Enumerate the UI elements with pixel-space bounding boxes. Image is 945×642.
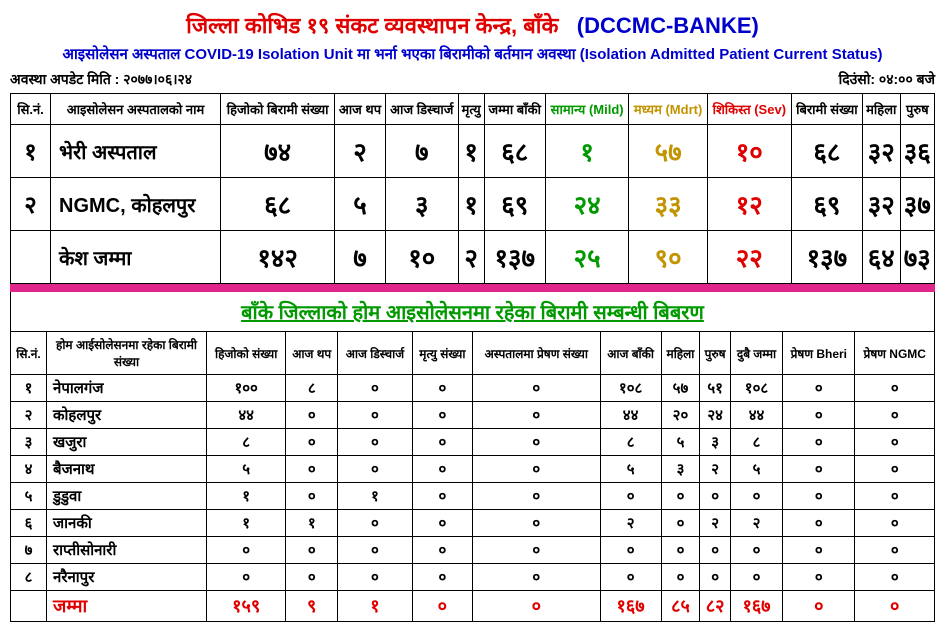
t1-header: शिकिस्त (Sev): [707, 94, 791, 125]
t1-header: सामान्य (Mild): [545, 94, 628, 125]
t2-header: सि.नं.: [11, 332, 47, 375]
t1-header: महिला: [862, 94, 900, 125]
t2-header: आज डिस्चार्ज: [338, 332, 413, 375]
t2-header: दुबै जम्मा: [730, 332, 782, 375]
page-title: जिल्ला कोभिड १९ संकट व्यवस्थापन केन्द्र,…: [10, 10, 935, 40]
t1-header: सि.नं.: [11, 94, 51, 125]
t1-row: २NGMC, कोहलपुर६८५३१६९२४३३१२६९३२३७: [11, 178, 935, 231]
t1-row: १भेरी अस्पताल७४२७१६८१५७१०६८३२३६: [11, 125, 935, 178]
t2-header: हिजोको संख्या: [207, 332, 286, 375]
t1-header: पुरुष: [900, 94, 934, 125]
t1-header: आज डिस्चार्ज: [385, 94, 458, 125]
t2-row: २कोहलपुर४४००००४४२०२४४४००: [11, 402, 935, 429]
t1-total-row: केश जम्मा१४२७१०२१३७२५९०२२१३७६४७३: [11, 231, 935, 284]
t2-row: ५डुडुवा१०१००००००००: [11, 483, 935, 510]
isolation-table: सि.नं.आइसोलेसन अस्पतालको नामहिजोको बिराम…: [10, 93, 935, 284]
t2-total-row: जम्मा१५९९१००१६७८५८२१६७००: [11, 591, 935, 622]
t2-header: आज बाँकी: [600, 332, 661, 375]
t2-row: ७राप्तीसोनारी०००००००००००: [11, 537, 935, 564]
t2-row: ३खजुरा८००००८५३८००: [11, 429, 935, 456]
t1-header: मृत्यु: [458, 94, 484, 125]
t2-header: होम आईसोलेसनमा रहेका बिरामी संख्या: [47, 332, 207, 375]
t2-header: प्रेषण Bheri: [783, 332, 855, 375]
t1-header: आइसोलेसन अस्पतालको नाम: [51, 94, 221, 125]
section-divider: [10, 284, 935, 292]
t1-header: मध्यम (Mdrt): [629, 94, 708, 125]
t2-row: ४बैजनाथ५००००५३२५००: [11, 456, 935, 483]
page-subtitle: आइसोलेसन अस्पताल COVID-19 Isolation Unit…: [10, 44, 935, 64]
t2-header: पुरुष: [700, 332, 731, 375]
t1-header: आज थप: [335, 94, 386, 125]
t2-row: ६जानकी११०००२०२२००: [11, 510, 935, 537]
update-time: दिउंसो: ०४:०० बजे: [839, 70, 935, 89]
t2-row: १नेपालगंज१००८०००१०८५७५११०८००: [11, 375, 935, 402]
update-date: अवस्था अपडेट मिति : २०७७।०६।२४: [10, 70, 192, 89]
t2-header: प्रेषण NGMC: [855, 332, 935, 375]
t2-header: मृत्यु संख्या: [412, 332, 472, 375]
t2-header: अस्पतालमा प्रेषण संख्या: [472, 332, 600, 375]
home-isolation-table: सि.नं.होम आईसोलेसनमा रहेका बिरामी संख्या…: [10, 331, 935, 622]
home-iso-title: बाँके जिल्लाको होम आइसोलेसनमा रहेका बिरा…: [10, 292, 935, 331]
t1-header: बिरामी संख्या: [791, 94, 862, 125]
t1-header: हिजोको बिरामी संख्या: [221, 94, 335, 125]
t2-row: ८नरैनापुर०००००००००००: [11, 564, 935, 591]
t2-header: महिला: [661, 332, 700, 375]
t2-header: आज थप: [286, 332, 338, 375]
t1-header: जम्मा बाँकी: [484, 94, 545, 125]
